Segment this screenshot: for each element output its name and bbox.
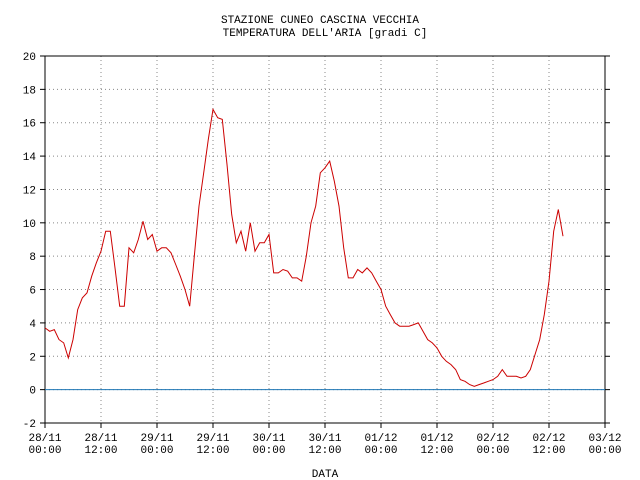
y-tick-label: 10 bbox=[23, 219, 36, 231]
y-tick-label: 0 bbox=[29, 386, 36, 398]
y-tick-label: 12 bbox=[23, 185, 36, 197]
x-tick-label: 01/12 00:00 bbox=[364, 433, 397, 457]
y-tick-label: -2 bbox=[23, 419, 36, 431]
x-tick-label: 02/12 12:00 bbox=[532, 433, 565, 457]
x-tick-label: 28/11 12:00 bbox=[84, 433, 117, 457]
chart-title: STAZIONE CUNEO CASCINA VECCHIA bbox=[221, 15, 419, 27]
plot-frame bbox=[44, 55, 606, 424]
x-tick-label: 28/11 00:00 bbox=[28, 433, 61, 457]
y-tick-label: 20 bbox=[23, 52, 36, 64]
y-tick-label: 2 bbox=[29, 352, 36, 364]
y-tick-label: 18 bbox=[23, 85, 36, 97]
x-tick-label: 29/11 12:00 bbox=[196, 433, 229, 457]
x-tick-label: 30/11 12:00 bbox=[308, 433, 341, 457]
x-tick-label: 03/12 00:00 bbox=[588, 433, 621, 457]
chart-subtitle: TEMPERATURA DELL'ARIA [gradi C] bbox=[223, 28, 428, 40]
x-tick-label: 30/11 00:00 bbox=[252, 433, 285, 457]
x-tick-label: 29/11 00:00 bbox=[140, 433, 173, 457]
y-tick-label: 16 bbox=[23, 119, 36, 131]
data-line bbox=[44, 107, 564, 387]
y-tick-label: 6 bbox=[29, 286, 36, 298]
y-tick-label: 14 bbox=[23, 152, 37, 164]
y-tick-label: 8 bbox=[29, 252, 36, 264]
y-tick-label: 4 bbox=[29, 319, 36, 331]
x-tick-label: 01/12 12:00 bbox=[420, 433, 453, 457]
x-tick-label: 02/12 00:00 bbox=[476, 433, 509, 457]
x-axis-label: DATA bbox=[312, 469, 339, 480]
